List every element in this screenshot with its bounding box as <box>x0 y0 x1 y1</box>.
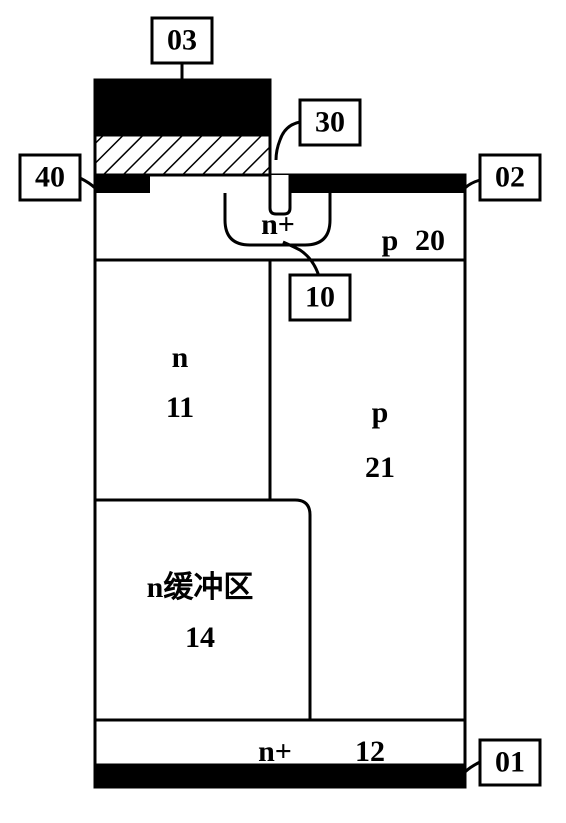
device-outline <box>95 175 465 765</box>
label-p20: p <box>382 224 399 257</box>
label-n12-b: 12 <box>355 735 385 768</box>
gate-oxide-30 <box>95 135 270 175</box>
callout-text-l40: 40 <box>35 160 65 193</box>
callout-text-l30: 30 <box>315 105 345 138</box>
leader-l02 <box>465 180 480 188</box>
label-buf-b: 14 <box>185 621 215 654</box>
leader-l40 <box>80 178 95 188</box>
label-20: 20 <box>415 224 445 257</box>
label-n11-a: n <box>172 341 189 374</box>
label-nplus10: n+ <box>261 208 295 241</box>
callout-text-l01: 01 <box>495 745 525 778</box>
callout-text-l02: 02 <box>495 160 525 193</box>
electrode-02-left <box>95 175 150 193</box>
leader-l01 <box>465 762 480 772</box>
label-buf-a: n缓冲区 <box>147 571 254 604</box>
label-n12-a: n+ <box>258 735 292 768</box>
label-n11-b: 11 <box>166 391 194 424</box>
callout-text-l10: 10 <box>305 280 335 313</box>
electrode-03 <box>95 80 270 135</box>
callout-text-l03: 03 <box>167 23 197 56</box>
label-p21-b: 21 <box>365 451 395 484</box>
electrode-01 <box>95 765 465 787</box>
label-p21-a: p <box>372 396 389 429</box>
leader-l30 <box>276 122 300 160</box>
electrode-02-right <box>290 175 465 193</box>
